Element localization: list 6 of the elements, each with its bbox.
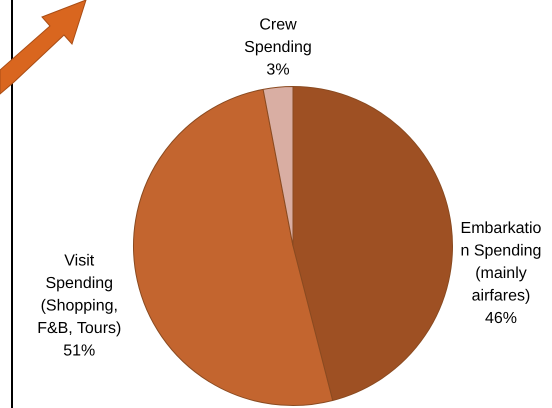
slice-label: Visit Spending (Shopping, F&B, Tours)	[37, 252, 122, 338]
data-label: 51%	[63, 342, 96, 360]
slice-label: Crew Spending	[244, 16, 312, 56]
slice-label: Embarkation Spending (mainly airfares)	[460, 220, 542, 304]
data-label: 46%	[484, 310, 517, 327]
data-label: 3%	[266, 61, 290, 78]
